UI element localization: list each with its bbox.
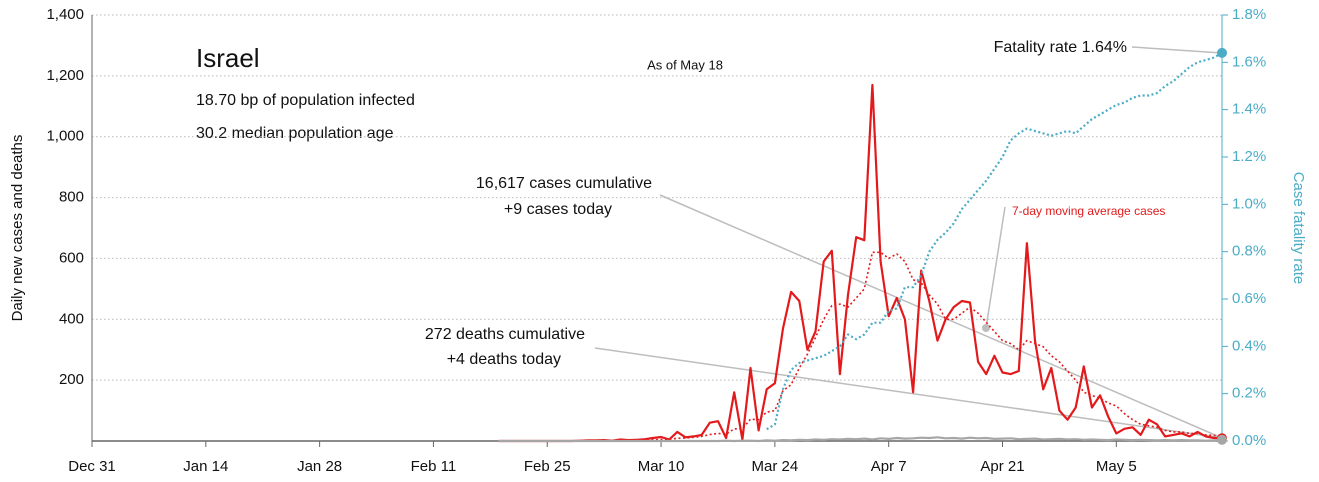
end-point — [1217, 47, 1227, 58]
annotation: 272 deaths cumulative — [425, 326, 585, 343]
y-tick-label: 800 — [59, 189, 84, 206]
x-tick-label: Mar 24 — [752, 458, 799, 475]
y2-tick-label: 0.6% — [1232, 290, 1266, 307]
x-tick-label: Dec 31 — [68, 458, 116, 475]
x-tick-label: Jan 14 — [183, 458, 228, 475]
y2-tick-label: 1.6% — [1232, 53, 1266, 70]
x-tick-label: Mar 10 — [638, 458, 685, 475]
y-tick-label: 600 — [59, 249, 84, 266]
y-tick-label: 1,400 — [46, 6, 84, 23]
subtitle: 30.2 median population age — [196, 125, 394, 142]
annotation: 16,617 cases cumulative — [476, 175, 652, 192]
date-note: As of May 18 — [647, 57, 723, 72]
leader-dot — [982, 324, 990, 332]
leader-line — [659, 194, 1223, 439]
x-tick-label: Apr 7 — [871, 458, 907, 475]
y2-tick-label: 0.8% — [1232, 243, 1266, 260]
x-tick-label: Feb 11 — [411, 458, 457, 475]
x-tick-label: Feb 25 — [524, 458, 571, 475]
y2-tick-label: 1.4% — [1232, 101, 1266, 118]
y-tick-label: 1,000 — [46, 128, 84, 145]
annotation: Fatality rate 1.64% — [994, 39, 1127, 56]
y2-tick-label: 0.0% — [1232, 432, 1266, 449]
x-tick-label: Apr 21 — [980, 458, 1024, 475]
annotation: +4 deaths today — [447, 351, 561, 368]
x-tick-label: May 5 — [1096, 458, 1137, 475]
leader-line — [985, 206, 1006, 329]
y2-tick-label: 1.0% — [1232, 195, 1266, 212]
y2-tick-label: 1.2% — [1232, 148, 1266, 165]
y2-axis-label: Case fatality rate — [1290, 172, 1307, 285]
y-tick-label: 400 — [59, 310, 84, 327]
series-line — [498, 83, 1223, 443]
end-point — [1217, 434, 1227, 445]
series-line — [498, 251, 1223, 442]
leader-line — [594, 347, 1223, 439]
annotation: 7-day moving average cases — [1012, 204, 1165, 218]
y-tick-label: 1,200 — [46, 67, 84, 84]
leader-line — [1131, 46, 1223, 54]
y-axis-label: Daily new cases and deaths — [9, 135, 26, 322]
y2-tick-label: 0.2% — [1232, 385, 1266, 402]
annotation: +9 cases today — [504, 201, 612, 218]
y2-tick-label: 0.4% — [1232, 337, 1266, 354]
y-tick-label: 200 — [59, 371, 84, 388]
subtitle: 18.70 bp of population infected — [196, 92, 415, 109]
x-tick-label: Jan 28 — [297, 458, 342, 475]
chart-title: Israel — [196, 43, 260, 73]
series-line — [498, 436, 1223, 443]
y2-tick-label: 1.8% — [1232, 6, 1266, 23]
series-line — [766, 51, 1223, 431]
